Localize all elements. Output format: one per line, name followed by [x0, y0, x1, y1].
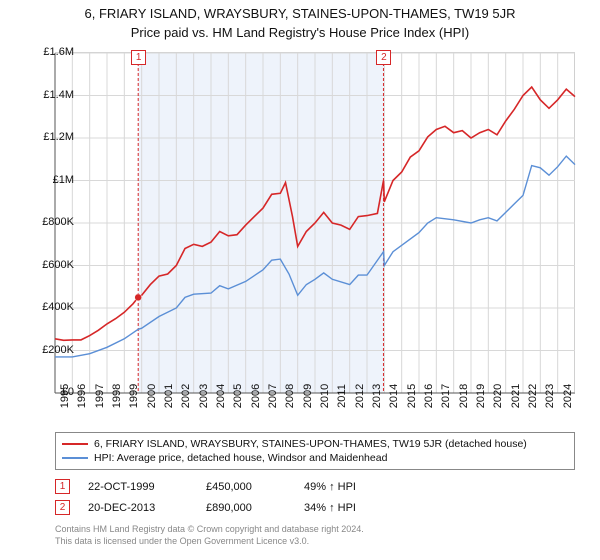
- x-tick-label: 2023: [544, 384, 556, 408]
- legend-item-hpi: HPI: Average price, detached house, Wind…: [62, 451, 568, 465]
- legend-swatch-hpi: [62, 457, 88, 459]
- page: 6, FRIARY ISLAND, WRAYSBURY, STAINES-UPO…: [0, 0, 600, 560]
- x-tick-label: 2020: [492, 384, 504, 408]
- x-tick-label: 2015: [406, 384, 418, 408]
- transaction-relative-1: 49% ↑ HPI: [304, 481, 394, 493]
- transactions-table: 1 22-OCT-1999 £450,000 49% ↑ HPI 2 20-DE…: [55, 476, 575, 518]
- y-tick-label: £1.6M: [24, 46, 74, 58]
- x-tick-label: 2022: [527, 384, 539, 408]
- x-tick-label: 2018: [458, 384, 470, 408]
- title-address: 6, FRIARY ISLAND, WRAYSBURY, STAINES-UPO…: [0, 6, 600, 21]
- transaction-row-2: 2 20-DEC-2013 £890,000 34% ↑ HPI: [55, 497, 575, 518]
- x-tick-label: 2007: [267, 384, 279, 408]
- x-tick-label: 2011: [336, 384, 348, 408]
- x-tick-label: 2006: [250, 384, 262, 408]
- x-tick-label: 1995: [59, 384, 71, 408]
- x-tick-label: 2002: [180, 384, 192, 408]
- x-tick-label: 1996: [76, 384, 88, 408]
- x-tick-label: 2001: [163, 384, 175, 408]
- x-tick-label: 1998: [111, 384, 123, 408]
- x-tick-label: 2004: [215, 384, 227, 408]
- transaction-row-1: 1 22-OCT-1999 £450,000 49% ↑ HPI: [55, 476, 575, 497]
- footer-line2: This data is licensed under the Open Gov…: [55, 536, 364, 548]
- footer-line1: Contains HM Land Registry data © Crown c…: [55, 524, 364, 536]
- chart-marker-box-2: 2: [376, 50, 391, 65]
- y-tick-label: £400K: [24, 301, 74, 313]
- legend-item-subject: 6, FRIARY ISLAND, WRAYSBURY, STAINES-UPO…: [62, 437, 568, 451]
- x-tick-label: 2019: [475, 384, 487, 408]
- chart-svg: [55, 53, 574, 392]
- y-tick-label: £200K: [24, 344, 74, 356]
- x-tick-label: 2008: [284, 384, 296, 408]
- x-tick-label: 2010: [319, 384, 331, 408]
- y-tick-label: £800K: [24, 216, 74, 228]
- transaction-marker-2: 2: [55, 500, 70, 515]
- x-tick-label: 2012: [354, 384, 366, 408]
- legend-label-subject: 6, FRIARY ISLAND, WRAYSBURY, STAINES-UPO…: [94, 438, 527, 450]
- legend: 6, FRIARY ISLAND, WRAYSBURY, STAINES-UPO…: [55, 432, 575, 470]
- chart: [55, 52, 575, 392]
- transaction-price-1: £450,000: [206, 481, 286, 493]
- transaction-date-2: 20-DEC-2013: [88, 502, 188, 514]
- legend-label-hpi: HPI: Average price, detached house, Wind…: [94, 452, 387, 464]
- footer: Contains HM Land Registry data © Crown c…: [55, 524, 364, 547]
- transaction-marker-1: 1: [55, 479, 70, 494]
- y-tick-label: £1.4M: [24, 89, 74, 101]
- x-tick-label: 1997: [94, 384, 106, 408]
- y-tick-label: £1.2M: [24, 131, 74, 143]
- x-tick-label: 2009: [302, 384, 314, 408]
- transaction-relative-2: 34% ↑ HPI: [304, 502, 394, 514]
- transaction-price-2: £890,000: [206, 502, 286, 514]
- x-tick-label: 2003: [198, 384, 210, 408]
- y-tick-label: £600K: [24, 259, 74, 271]
- y-tick-label: £1M: [24, 174, 74, 186]
- x-tick-label: 1999: [128, 384, 140, 408]
- x-tick-label: 2016: [423, 384, 435, 408]
- x-tick-label: 2021: [510, 384, 522, 408]
- title-subtitle: Price paid vs. HM Land Registry's House …: [0, 25, 600, 40]
- chart-marker-box-1: 1: [131, 50, 146, 65]
- x-tick-label: 2017: [440, 384, 452, 408]
- x-tick-label: 2000: [146, 384, 158, 408]
- x-tick-label: 2024: [562, 384, 574, 408]
- x-tick-label: 2013: [371, 384, 383, 408]
- title-block: 6, FRIARY ISLAND, WRAYSBURY, STAINES-UPO…: [0, 0, 600, 40]
- x-tick-label: 2014: [388, 384, 400, 408]
- transaction-date-1: 22-OCT-1999: [88, 481, 188, 493]
- legend-swatch-subject: [62, 443, 88, 445]
- x-tick-label: 2005: [232, 384, 244, 408]
